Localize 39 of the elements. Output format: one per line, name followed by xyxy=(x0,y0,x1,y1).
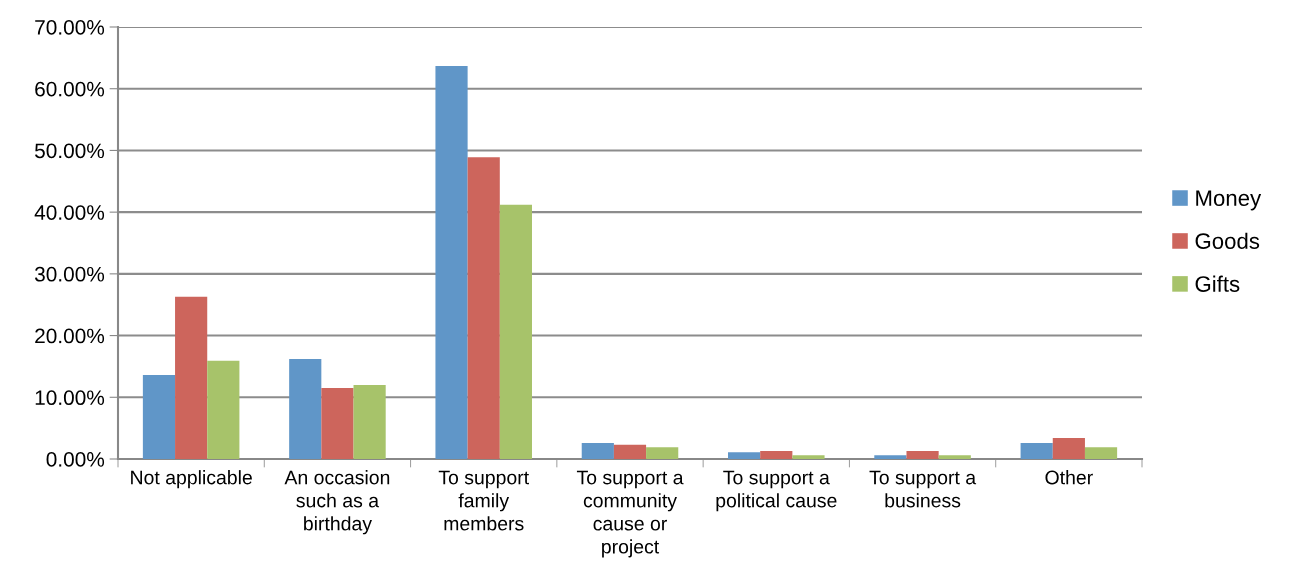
y-tick-label: 0.00% xyxy=(46,452,105,467)
x-tick-label: Other xyxy=(1045,470,1093,485)
x-tick-label: Not applicable xyxy=(131,470,252,489)
bar xyxy=(289,359,322,459)
bar xyxy=(760,450,793,459)
x-tick-label: To support a business xyxy=(869,470,977,508)
bar xyxy=(1020,442,1053,459)
bar xyxy=(792,455,825,459)
x-tick-label: To support a community cause or project xyxy=(576,470,684,558)
y-tick-label: 40.00% xyxy=(34,205,105,220)
y-tick-label: 10.00% xyxy=(35,390,105,406)
x-tick-label: An occasion such as a birthday xyxy=(284,470,390,535)
bar xyxy=(499,204,532,459)
bar xyxy=(207,360,240,459)
bar xyxy=(613,444,647,459)
bar xyxy=(728,452,761,459)
y-tick-label: 20.00% xyxy=(35,328,105,344)
y-tick-label: 60.00% xyxy=(35,81,105,97)
bar xyxy=(175,296,208,459)
bar xyxy=(938,455,971,459)
y-tick-label: 50.00% xyxy=(34,143,105,159)
legend-label: Money xyxy=(1196,190,1262,211)
bar xyxy=(435,65,468,459)
bar xyxy=(581,442,614,459)
bar xyxy=(321,388,354,459)
y-tick-label: 30.00% xyxy=(34,266,105,282)
x-tick-label: To support family members xyxy=(438,470,529,531)
bar xyxy=(906,450,939,459)
bar xyxy=(1052,438,1085,459)
y-tick-label: 70.00% xyxy=(35,20,105,35)
x-tick-label: To support a political cause xyxy=(716,470,837,512)
bar xyxy=(874,455,907,459)
legend-label: Gifts xyxy=(1195,275,1240,292)
bar xyxy=(646,447,679,459)
bar xyxy=(353,384,386,459)
legend-label: Goods xyxy=(1195,232,1260,249)
bar xyxy=(142,375,176,459)
bar xyxy=(467,157,500,459)
bar xyxy=(1084,447,1118,459)
